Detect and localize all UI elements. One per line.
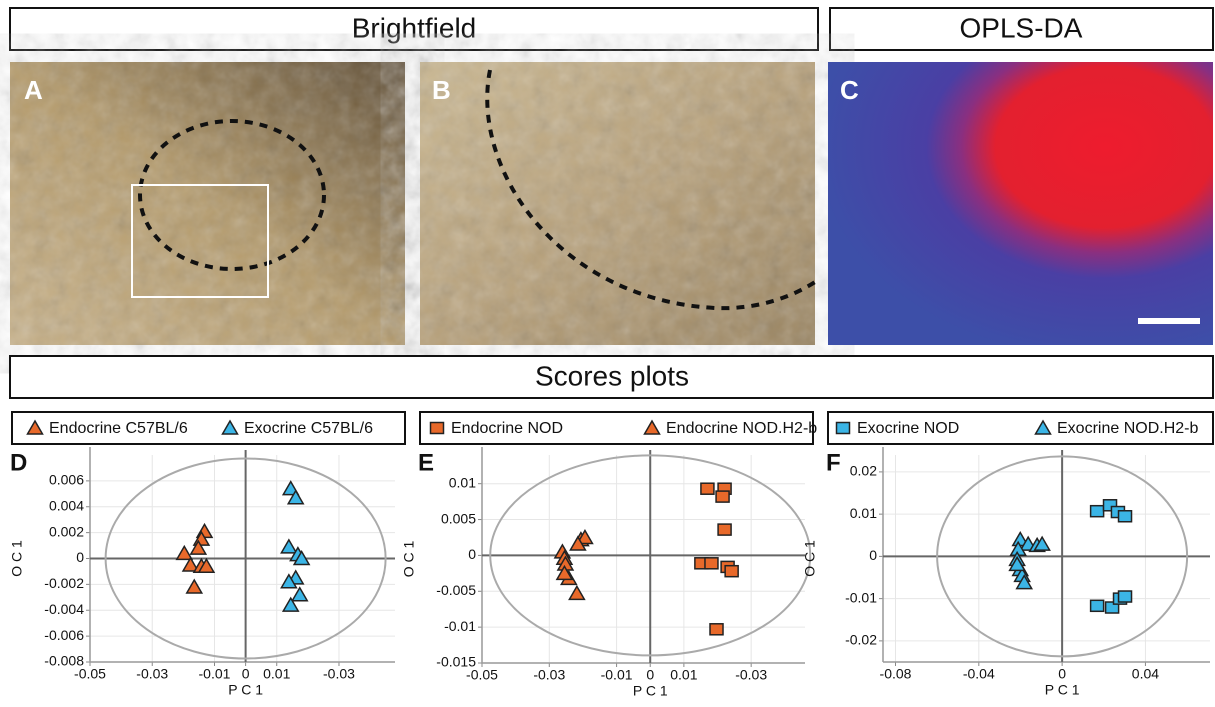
x-tick-label: 0.01 (670, 667, 697, 683)
panel-label: E (418, 449, 434, 476)
y-tick-label: 0.01 (850, 505, 877, 521)
x-tick-label: -0.03 (735, 667, 767, 683)
legend-label: Endocrine NOD.H2-b (666, 420, 817, 437)
image-texture (10, 62, 405, 345)
marker (701, 483, 714, 494)
y-tick-label: 0.02 (850, 463, 877, 479)
y-tick-label: -0.006 (44, 627, 84, 643)
y-tick-label: 0 (869, 547, 877, 563)
marker (281, 540, 296, 553)
panel-label: C (840, 75, 859, 105)
marker (716, 491, 729, 502)
marker (1119, 591, 1132, 602)
legend-label: Endocrine C57BL/6 (49, 420, 188, 437)
marker (1091, 600, 1104, 611)
y-tick-label: 0.004 (49, 497, 84, 513)
marker (187, 580, 202, 593)
y-tick-label: 0.005 (441, 510, 476, 526)
x-tick-label: -0.03 (323, 666, 355, 682)
x-tick-label: -0.03 (533, 667, 565, 683)
x-tick-label: 0.04 (1132, 666, 1159, 682)
marker (710, 624, 723, 635)
image-c (828, 62, 1213, 345)
legend-label: Exocrine C57BL/6 (244, 420, 373, 437)
figure: Brightfield OPLS-DA A B C Scores plots -… (0, 0, 1215, 702)
header: Scores plots (535, 360, 689, 391)
y-axis-label: O C 1 (401, 541, 417, 578)
x-tick-label: -0.03 (136, 666, 168, 682)
y-tick-label: 0.01 (449, 474, 476, 490)
scale-bar (1138, 318, 1200, 324)
panel-label: B (432, 75, 451, 105)
x-axis-label: P C 1 (1045, 682, 1080, 698)
y-axis-label: O C 1 (802, 540, 818, 577)
y-tick-label: -0.002 (44, 575, 84, 591)
y-tick-label: 0.006 (49, 472, 84, 488)
legend-marker (431, 423, 444, 434)
y-tick-label: 0 (468, 546, 476, 562)
marker (718, 524, 731, 535)
legend-label: Exocrine NOD.H2-b (1057, 420, 1198, 437)
y-tick-label: -0.015 (436, 654, 476, 670)
y-tick-label: -0.01 (845, 589, 877, 605)
marker (292, 588, 307, 601)
legend-label: Exocrine NOD (857, 420, 959, 437)
marker (1119, 511, 1132, 522)
y-tick-label: -0.004 (44, 601, 84, 617)
y-tick-label: 0.002 (49, 523, 84, 539)
y-axis-label: O C 1 (9, 540, 25, 577)
panel-label: D (10, 449, 27, 476)
marker (725, 566, 738, 577)
y-tick-label: 0 (76, 549, 84, 565)
header: OPLS-DA (960, 12, 1083, 43)
legend-label: Endocrine NOD (451, 420, 563, 437)
marker (569, 586, 584, 599)
panel-label: F (826, 449, 841, 476)
legend-marker (837, 423, 850, 434)
x-axis-label: P C 1 (228, 682, 263, 698)
y-tick-label: -0.02 (845, 632, 877, 648)
image-texture (420, 62, 815, 345)
x-tick-label: -0.08 (880, 666, 912, 682)
x-tick-label: 0.01 (263, 666, 290, 682)
y-tick-label: -0.005 (436, 582, 476, 598)
x-tick-label: -0.01 (601, 667, 633, 683)
x-tick-label: 0 (242, 666, 250, 682)
panel-label: A (24, 75, 43, 105)
x-tick-label: 0 (646, 667, 654, 683)
x-tick-label: 0 (1058, 666, 1066, 682)
header: Brightfield (352, 12, 477, 43)
x-tick-label: -0.01 (199, 666, 231, 682)
marker (705, 558, 718, 569)
x-axis-label: P C 1 (633, 683, 668, 699)
marker (1091, 506, 1104, 517)
y-tick-label: -0.01 (444, 618, 476, 634)
y-tick-label: -0.008 (44, 653, 84, 669)
x-tick-label: -0.04 (963, 666, 995, 682)
marker (177, 546, 192, 559)
